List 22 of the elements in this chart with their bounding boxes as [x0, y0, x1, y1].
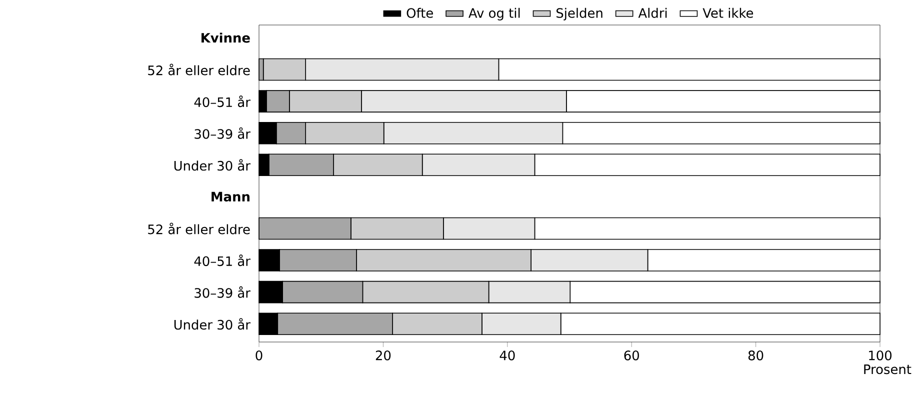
y-tick-label: 52 år eller eldre: [148, 222, 250, 234]
legend-label: Vet ikke: [702, 8, 754, 18]
y-tick-label: Mann: [212, 192, 250, 202]
x-tick-label: 0: [256, 350, 262, 360]
x-axis-title: Prosent: [864, 364, 912, 374]
y-tick-label: 52 år eller eldre: [148, 64, 250, 76]
legend-label: Ofte: [406, 8, 433, 18]
legend-label: Av og til: [468, 8, 520, 20]
y-tick-label: 30–39 år: [194, 286, 250, 298]
y-tick-label: Under 30 år: [174, 159, 250, 171]
x-tick-label: 20: [376, 350, 391, 360]
x-tick-label: 100: [869, 350, 892, 360]
x-tick-label: 40: [500, 350, 515, 360]
y-tick-label: Kvinne: [202, 32, 250, 43]
x-tick-label: 80: [748, 350, 764, 360]
y-tick-label: 30–39 år: [194, 127, 250, 139]
y-tick-label: 40–51 år: [194, 254, 250, 266]
y-tick-label: 40–51 år: [194, 96, 250, 108]
x-tick-label: 60: [624, 350, 639, 360]
legend-label: Aldri: [638, 8, 667, 18]
legend-label: Sjelden: [556, 8, 602, 20]
y-tick-label: Under 30 år: [174, 318, 250, 330]
